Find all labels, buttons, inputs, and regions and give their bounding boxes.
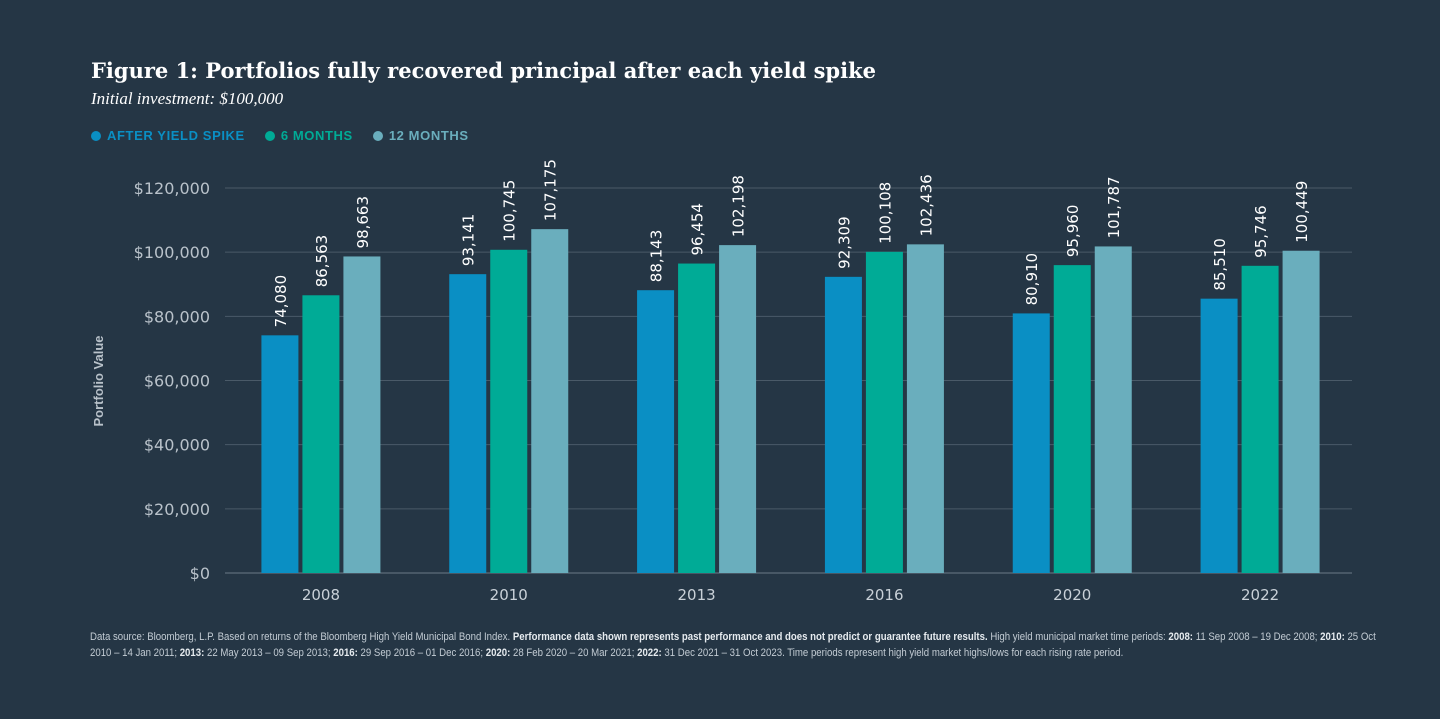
data-label: 102,198 (730, 175, 748, 237)
legend-dot-icon (91, 130, 101, 141)
legend-label: AFTER YIELD SPIKE (107, 128, 245, 143)
bar (719, 245, 757, 573)
data-label: 96,454 (689, 203, 707, 256)
legend-dot-icon (264, 130, 275, 141)
bar (1200, 298, 1238, 573)
footnote-bold: Performance data shown represents past p… (512, 631, 988, 643)
bar (906, 244, 944, 573)
y-tick-label: $0 (190, 564, 210, 583)
bar (824, 276, 862, 573)
x-tick-label: 2010 (490, 586, 528, 604)
x-tick-label: 2013 (677, 586, 715, 604)
x-tick-label: 2016 (865, 586, 903, 604)
bar (1012, 313, 1050, 573)
footnote-year: 2022: (637, 647, 662, 659)
bar (678, 263, 716, 573)
x-tick-label: 2022 (1241, 586, 1279, 604)
footnote-year: 2016: (333, 647, 358, 659)
data-label: 95,746 (1252, 205, 1270, 258)
footnote-year: 2020: (485, 647, 511, 659)
legend-item: AFTER YIELD SPIKE (91, 128, 245, 143)
data-label: 93,141 (460, 214, 478, 267)
bar (1094, 246, 1132, 573)
data-label: 85,510 (1211, 238, 1229, 291)
legend-item: 12 MONTHS (372, 128, 469, 143)
data-label: 101,787 (1105, 176, 1123, 238)
data-label: 107,175 (542, 159, 560, 221)
y-axis-label: Portfolio Value (91, 335, 106, 426)
footnote-text: Data source: Bloomberg, L.P. Based on re… (90, 631, 513, 643)
legend-label: 12 MONTHS (388, 128, 469, 143)
data-label: 100,108 (876, 182, 894, 244)
bar (637, 290, 675, 573)
data-label: 88,143 (648, 230, 666, 283)
y-tick-label: $100,000 (134, 243, 210, 262)
x-tick-label: 2008 (302, 586, 340, 604)
data-label: 95,960 (1064, 205, 1082, 258)
data-label: 98,663 (354, 196, 372, 249)
data-label: 80,910 (1023, 253, 1041, 306)
bar (449, 274, 487, 573)
legend-dot-icon (372, 130, 383, 141)
data-label: 102,436 (917, 174, 935, 236)
y-tick-label: $80,000 (144, 307, 210, 326)
y-tick-label: $20,000 (144, 500, 210, 519)
footnote-year: 2008: (1168, 631, 1194, 643)
data-label: 74,080 (272, 275, 290, 328)
footnote-text: High yield municipal market time periods… (987, 631, 1169, 643)
legend-item: 6 MONTHS (264, 128, 353, 143)
footnote-period: 25 Oct 2010 – 14 Jan 2011; (90, 631, 1376, 659)
footnote: Data source: Bloomberg, L.P. Based on re… (90, 629, 1380, 661)
bar (531, 229, 569, 573)
footnote-period: 31 Dec 2021 – 31 Oct 2023. Time periods … (661, 647, 1124, 659)
bar (1053, 265, 1091, 573)
data-label: 92,309 (835, 216, 853, 269)
footnote-year: 2013: (179, 647, 205, 659)
y-tick-label: $40,000 (144, 436, 210, 455)
bar (865, 251, 903, 573)
bar (1282, 250, 1320, 573)
bar (490, 249, 528, 573)
y-tick-label: $120,000 (134, 179, 210, 198)
chart-subtitle: Initial investment: $100,000 (91, 89, 284, 108)
data-label: 100,449 (1293, 181, 1311, 243)
footnote-period: 28 Feb 2020 – 20 Mar 2021; (510, 647, 638, 659)
legend: AFTER YIELD SPIKE 6 MONTHS 12 MONTHS (91, 128, 469, 143)
footnote-period: 29 Sep 2016 – 01 Dec 2016; (357, 647, 486, 659)
bar (302, 295, 340, 573)
footnote-period: 22 May 2013 – 09 Sep 2013; (204, 647, 334, 659)
bar (343, 256, 381, 573)
data-label: 86,563 (313, 235, 331, 288)
data-label: 100,745 (501, 180, 519, 242)
y-tick-label: $60,000 (144, 372, 210, 391)
bar (1241, 265, 1279, 573)
x-tick-label: 2020 (1053, 586, 1091, 604)
legend-label: 6 MONTHS (280, 128, 353, 143)
chart-title: Figure 1: Portfolios fully recovered pri… (91, 58, 877, 83)
footnote-year: 2010: (1320, 631, 1345, 643)
bar (261, 335, 299, 573)
footnote-period: 11 Sep 2008 – 19 Dec 2008; (1193, 631, 1321, 643)
